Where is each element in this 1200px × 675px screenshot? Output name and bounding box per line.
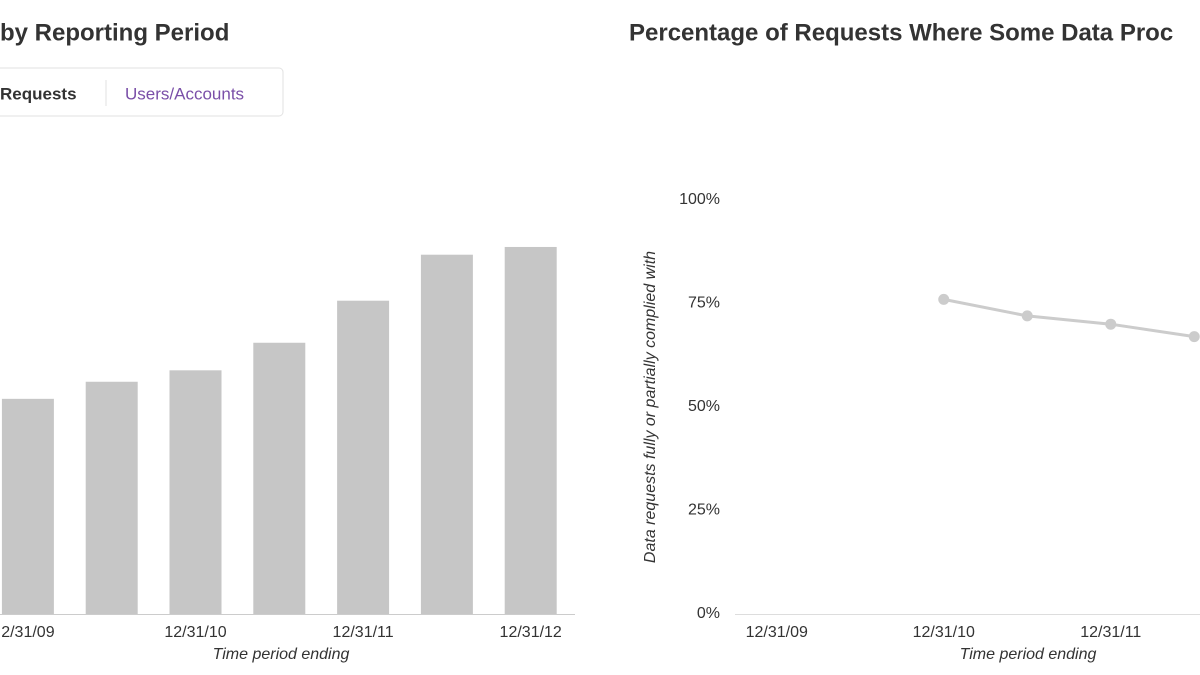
data-point (1105, 318, 1117, 330)
y-tick-label: 0% (697, 605, 720, 622)
bar (169, 370, 222, 614)
bar (337, 300, 390, 614)
x-tick-label: 12/31/12 (500, 624, 562, 641)
x-tick-label: 12/31/09 (746, 624, 808, 641)
x-tick-label: 2/31/09 (1, 624, 54, 641)
x-axis-label: Time period ending (213, 646, 350, 663)
data-point (1021, 310, 1033, 322)
y-axis-label: Data requests fully or partially complie… (642, 251, 659, 563)
y-tick-label: 100% (679, 191, 720, 208)
x-tick-label: 12/31/11 (1080, 624, 1141, 641)
x-axis-label: Time period ending (960, 646, 1097, 663)
bar (1, 398, 54, 614)
bar (85, 381, 138, 614)
tab[interactable]: Users/Accounts (125, 84, 244, 103)
tab-bar (0, 67, 284, 117)
bar (420, 254, 473, 614)
bar (253, 342, 306, 614)
y-tick-label: 75% (688, 295, 720, 312)
data-point (938, 293, 950, 305)
x-tick-label: 12/31/10 (164, 624, 226, 641)
y-tick-label: 25% (688, 502, 720, 519)
bar (504, 246, 557, 614)
chart-title: Percentage of Requests Where Some Data P… (629, 19, 1173, 46)
data-point (1188, 331, 1200, 343)
x-tick-label: 12/31/10 (913, 624, 975, 641)
x-tick-label: 12/31/11 (333, 624, 394, 641)
series-line (943, 297, 1195, 339)
chart-title: by Reporting Period (0, 19, 229, 46)
y-tick-label: 50% (688, 398, 720, 415)
tab[interactable]: Requests (0, 84, 77, 103)
